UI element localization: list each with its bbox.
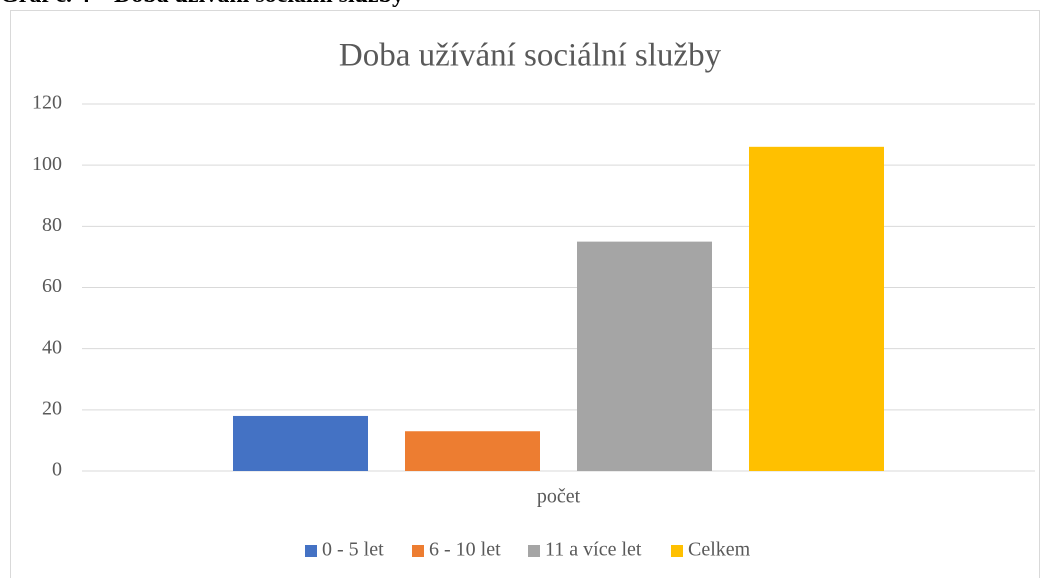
bar bbox=[577, 241, 712, 471]
bar bbox=[233, 415, 368, 471]
legend-label: Celkem bbox=[688, 539, 751, 561]
bar bbox=[749, 146, 884, 472]
x-tick-label: počet bbox=[537, 486, 581, 508]
bar bbox=[405, 431, 540, 471]
chart-title: Doba užívání sociální služby bbox=[339, 38, 722, 74]
y-tick-label: 0 bbox=[52, 459, 62, 481]
legend-swatch bbox=[412, 545, 424, 557]
y-tick-label: 40 bbox=[42, 336, 62, 358]
legend-label: 0 - 5 let bbox=[322, 539, 384, 561]
y-tick-label: 80 bbox=[42, 214, 62, 236]
y-tick-label: 20 bbox=[42, 397, 62, 419]
y-tick-label: 120 bbox=[32, 92, 62, 114]
y-tick-label: 60 bbox=[42, 275, 62, 297]
legend-label: 11 a více let bbox=[545, 539, 642, 561]
caption: Graf č. 4 – Doba užívání sociální služby bbox=[0, 0, 404, 8]
legend-swatch bbox=[528, 545, 540, 557]
y-tick-label: 100 bbox=[32, 153, 62, 175]
legend-label: 6 - 10 let bbox=[429, 539, 501, 561]
legend-swatch bbox=[671, 545, 683, 557]
legend-swatch bbox=[305, 545, 317, 557]
chart-frame bbox=[10, 10, 1040, 578]
